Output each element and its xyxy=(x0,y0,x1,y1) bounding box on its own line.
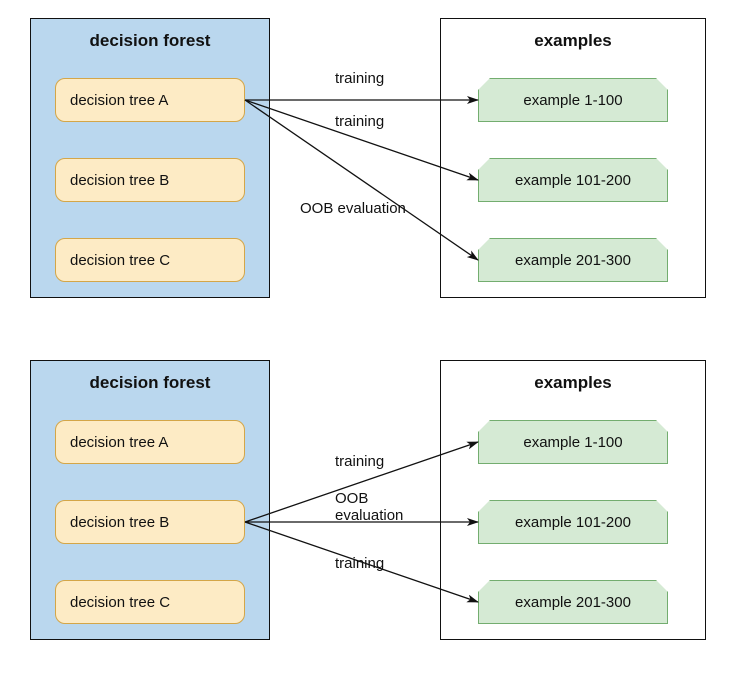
node-label: example 101-200 xyxy=(515,172,631,189)
node-example-2-top: example 101-200 xyxy=(478,158,668,202)
panel-title-forest-top: decision forest xyxy=(31,31,269,51)
node-label: decision tree B xyxy=(70,172,169,189)
node-tree-a-bot: decision tree A xyxy=(55,420,245,464)
node-label: decision tree C xyxy=(70,252,170,269)
node-label: example 101-200 xyxy=(515,514,631,531)
node-label: decision tree B xyxy=(70,514,169,531)
edge-label-top-1: training xyxy=(335,113,384,130)
node-tree-b-bot: decision tree B xyxy=(55,500,245,544)
edge-label-top-2: OOB evaluation xyxy=(300,200,406,217)
node-tree-c-bot: decision tree C xyxy=(55,580,245,624)
panel-title-examples-top: examples xyxy=(441,31,705,51)
node-example-1-top: example 1-100 xyxy=(478,78,668,122)
node-label: decision tree A xyxy=(70,92,168,109)
node-label: decision tree C xyxy=(70,594,170,611)
edge-label-bot-0: training xyxy=(335,453,384,470)
node-label: decision tree A xyxy=(70,434,168,451)
node-example-3-bot: example 201-300 xyxy=(478,580,668,624)
node-example-2-bot: example 101-200 xyxy=(478,500,668,544)
node-label: example 201-300 xyxy=(515,252,631,269)
node-label: example 201-300 xyxy=(515,594,631,611)
node-label: example 1-100 xyxy=(523,92,622,109)
node-tree-c-top: decision tree C xyxy=(55,238,245,282)
node-tree-a-top: decision tree A xyxy=(55,78,245,122)
edge-label-bot-2: training xyxy=(335,555,384,572)
edge-label-bot-1: OOB evaluation xyxy=(335,490,403,525)
panel-title-examples-bot: examples xyxy=(441,373,705,393)
panel-title-forest-bot: decision forest xyxy=(31,373,269,393)
diagram-canvas: decision forest examples decision tree A… xyxy=(0,0,737,685)
node-label: example 1-100 xyxy=(523,434,622,451)
edge-label-top-0: training xyxy=(335,70,384,87)
node-example-3-top: example 201-300 xyxy=(478,238,668,282)
node-example-1-bot: example 1-100 xyxy=(478,420,668,464)
node-tree-b-top: decision tree B xyxy=(55,158,245,202)
